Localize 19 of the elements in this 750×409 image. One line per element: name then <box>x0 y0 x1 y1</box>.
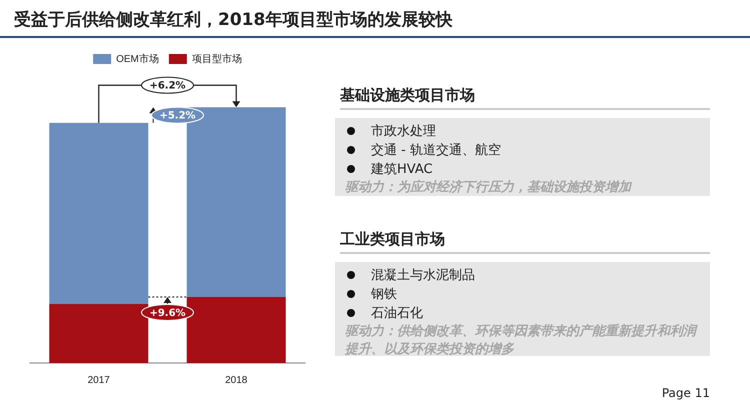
text: 交通 - 轨道交通、航空 <box>371 143 501 158</box>
text: 驱动力：为应对经济下行压力，基础设施投资增加 <box>345 179 633 197</box>
text: 工业类项目市场 <box>340 230 710 254</box>
text: +6.2% <box>149 80 186 92</box>
annotation: +9.6% <box>149 308 186 319</box>
text: 基础设施类项目市场 <box>340 86 710 110</box>
annotation: +5.2% <box>159 110 196 122</box>
text: Page 11 <box>662 386 710 400</box>
text: 建筑HVAC <box>371 162 433 177</box>
chart-title: 受益于后供给侧改革红利，2018年项目型市场的发展较快 <box>14 9 452 31</box>
text: 石油石化 <box>371 306 423 321</box>
legend-label: 项目型市场 <box>192 52 242 65</box>
x-tick-label: 2017 <box>88 374 110 386</box>
text: 混凝土与水泥制品 <box>371 268 475 283</box>
text: 市政水处理 <box>371 124 436 139</box>
text: 钢铁 <box>371 287 397 302</box>
text: 驱动力：供给侧改革、环保等因素带来的产能重新提升和利润提升、以及环保类投资的增多 <box>345 323 699 359</box>
x-tick-label: 2018 <box>225 374 248 386</box>
legend-label: OEM市场 <box>116 52 159 65</box>
